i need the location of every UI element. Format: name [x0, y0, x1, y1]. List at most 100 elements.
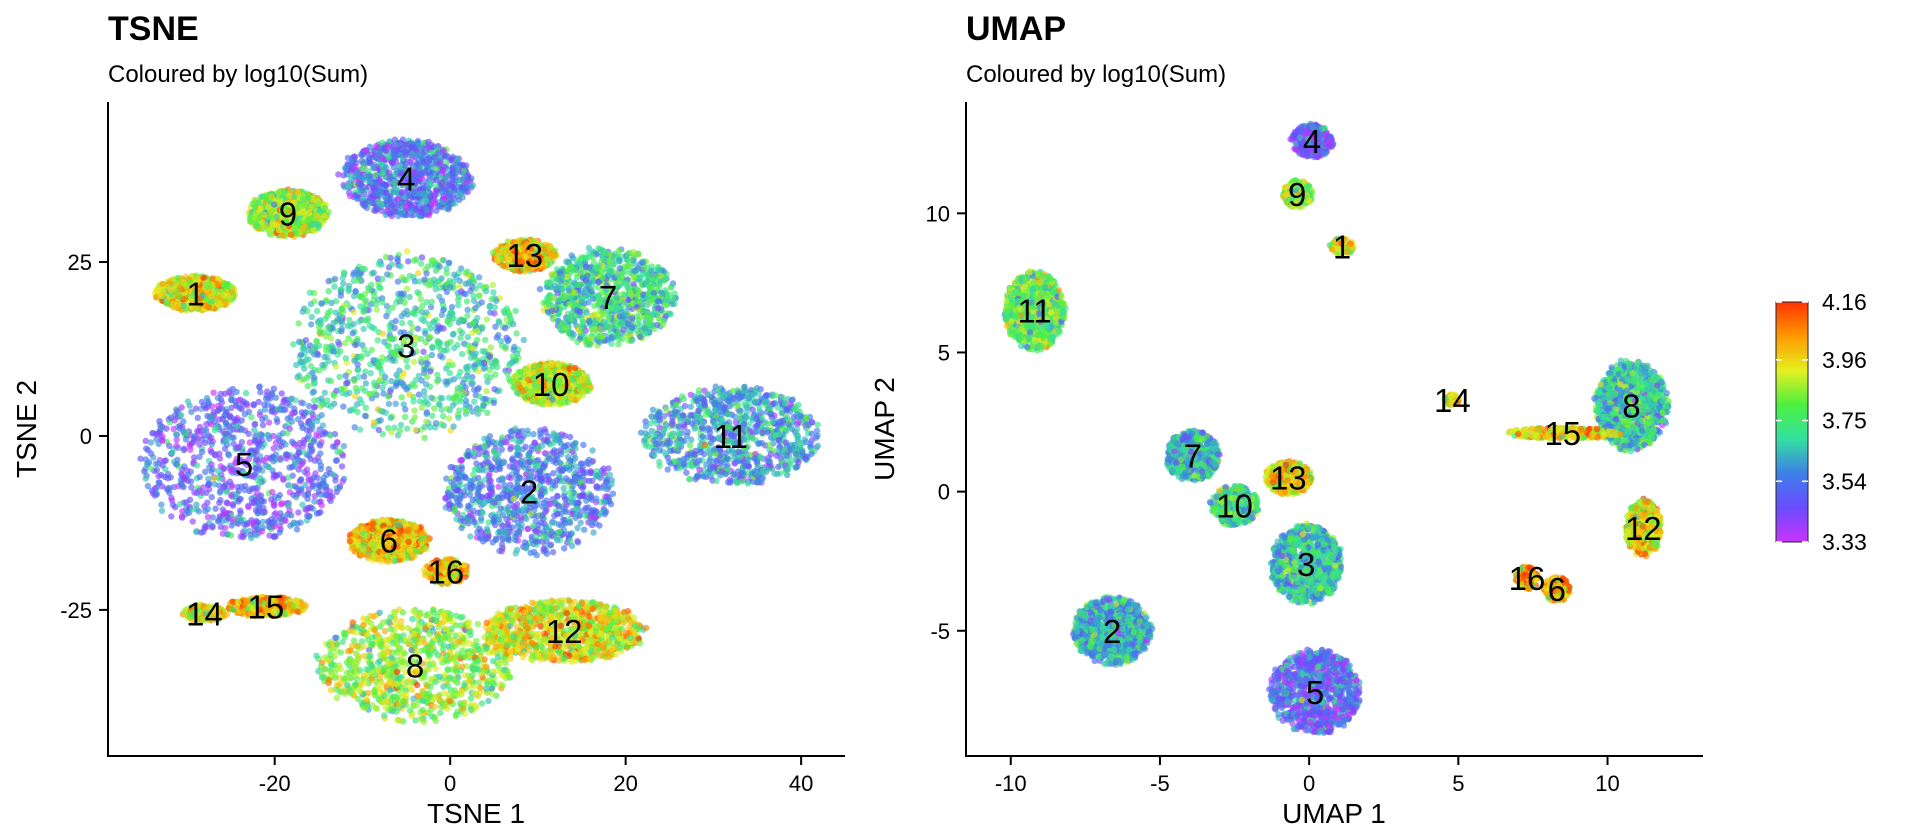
tsne-point: [377, 417, 384, 424]
tsne-point: [451, 200, 458, 207]
tsne-point: [479, 509, 486, 517]
tsne-point: [360, 325, 367, 333]
tsne-point: [433, 207, 440, 214]
tsne-point: [500, 535, 508, 543]
tsne-point: [551, 447, 558, 454]
tsne-point: [521, 539, 528, 546]
tsne-point: [500, 307, 507, 315]
tsne-point: [412, 201, 419, 209]
tsne-point: [504, 434, 512, 441]
tsne-point: [507, 360, 514, 367]
tsne-point: [496, 464, 503, 471]
tsne-point: [353, 170, 360, 177]
tsne-point: [490, 399, 497, 407]
tsne-point: [321, 316, 329, 323]
tsne-point: [268, 391, 275, 398]
tsne-point: [188, 484, 195, 491]
tsne-point: [557, 447, 564, 454]
tsne-point: [514, 446, 522, 453]
tsne-point: [317, 465, 324, 473]
tsne-point: [392, 317, 399, 325]
tsne-point: [445, 362, 452, 369]
tsne-point: [482, 395, 489, 403]
tsne-point: [418, 316, 425, 323]
tsne-point: [258, 437, 266, 444]
tsne-point: [603, 479, 610, 486]
tsne-point: [406, 391, 413, 398]
tsne-point: [390, 149, 397, 156]
tsne-point: [446, 369, 454, 377]
tsne-point: [308, 313, 315, 321]
tsne-point: [265, 463, 272, 470]
tsne-point: [421, 276, 428, 283]
tsne-point: [451, 505, 459, 512]
tsne-point: [216, 288, 224, 296]
tsne-point: [487, 477, 494, 484]
tsne-point: [305, 513, 313, 520]
tsne-point: [399, 319, 406, 327]
tsne-point: [355, 277, 362, 284]
tsne-point: [299, 308, 306, 315]
tsne-point: [446, 283, 454, 291]
tsne-point: [522, 545, 530, 552]
tsne-point: [208, 441, 215, 448]
tsne-point: [340, 403, 347, 410]
tsne-point: [486, 353, 494, 361]
tsne-point: [463, 365, 470, 372]
tsne-point: [384, 271, 391, 278]
tsne-point: [442, 186, 450, 193]
tsne-point: [399, 372, 406, 380]
tsne-point: [361, 346, 368, 353]
tsne-point: [311, 379, 319, 387]
tsne-point: [368, 199, 375, 206]
tsne-point: [227, 414, 234, 421]
tsne-point: [379, 139, 386, 146]
tsne-point: [346, 316, 353, 324]
tsne-point: [487, 465, 494, 473]
tsne-point: [280, 476, 287, 483]
tsne-point: [278, 442, 285, 450]
tsne-point: [308, 321, 315, 328]
tsne-point: [481, 467, 488, 474]
tsne-point: [301, 365, 308, 372]
tsne-point: [431, 405, 438, 412]
tsne-point: [261, 457, 268, 464]
tsne-point: [204, 398, 212, 405]
tsne-point: [388, 199, 395, 206]
tsne-point: [550, 470, 557, 477]
tsne-point: [159, 437, 166, 444]
tsne-point: [458, 524, 465, 532]
tsne-point: [379, 384, 386, 392]
tsne-point: [404, 363, 411, 370]
tsne-point: [427, 325, 434, 332]
tsne-point: [483, 388, 490, 395]
tsne-point: [417, 171, 424, 178]
tsne-point: [450, 315, 457, 322]
tsne-point: [401, 299, 408, 306]
tsne-point: [600, 465, 607, 472]
tsne-point: [168, 513, 175, 520]
tsne-point: [547, 501, 554, 508]
tsne-point: [359, 265, 366, 272]
tsne-point: [415, 391, 423, 398]
tsne-point: [556, 459, 564, 466]
tsne-point: [288, 418, 295, 425]
tsne-point: [482, 288, 490, 295]
tsne-point: [297, 351, 305, 358]
tsne-point: [418, 356, 425, 363]
tsne-point: [453, 516, 460, 523]
tsne-point: [208, 434, 215, 441]
tsne-point: [350, 308, 357, 316]
tsne-point: [303, 466, 311, 473]
tsne-point: [524, 427, 531, 434]
tsne-point: [432, 156, 440, 163]
tsne-point: [451, 482, 458, 490]
tsne-point: [293, 526, 301, 533]
tsne-point: [532, 538, 539, 545]
tsne-point: [568, 542, 576, 550]
tsne-point: [423, 309, 430, 316]
tsne-point: [495, 483, 502, 490]
tsne-point: [382, 409, 390, 416]
tsne-point: [421, 392, 428, 400]
tsne-point: [315, 432, 323, 439]
